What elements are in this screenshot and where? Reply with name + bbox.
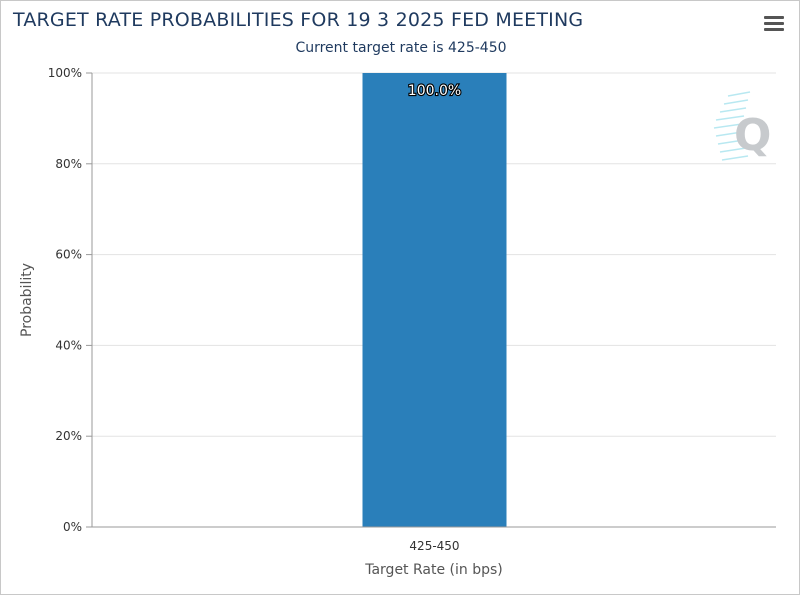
chart-subtitle: Current target rate is 425-450 [295, 40, 507, 56]
y-tick-label: 40% [55, 338, 82, 352]
hamburger-menu-icon[interactable] [763, 15, 785, 33]
y-tick-label: 100% [48, 66, 82, 80]
chart-title: TARGET RATE PROBABILITIES FOR 19 3 2025 … [13, 9, 584, 31]
bars [362, 73, 507, 527]
x-axis-ticks: 425-450 [409, 539, 459, 553]
svg-text:Q: Q [734, 110, 771, 161]
data-label: 100.0% [408, 83, 461, 99]
y-tick-label: 80% [55, 157, 82, 171]
y-tick-label: 60% [55, 248, 82, 262]
y-tick-label: 20% [55, 429, 82, 443]
y-tick-label: 0% [63, 520, 82, 534]
data-labels: 100.0% [407, 82, 463, 100]
y-axis-title: Probability [19, 263, 35, 337]
cme-q-logo-icon: Q [713, 91, 771, 161]
x-axis-title: Target Rate (in bps) [364, 562, 503, 578]
y-axis-ticks: 0% 20% 40% 60% 80% 100% [48, 66, 92, 534]
x-tick-label: 425-450 [409, 539, 459, 553]
bar-425-450[interactable] [362, 73, 507, 527]
